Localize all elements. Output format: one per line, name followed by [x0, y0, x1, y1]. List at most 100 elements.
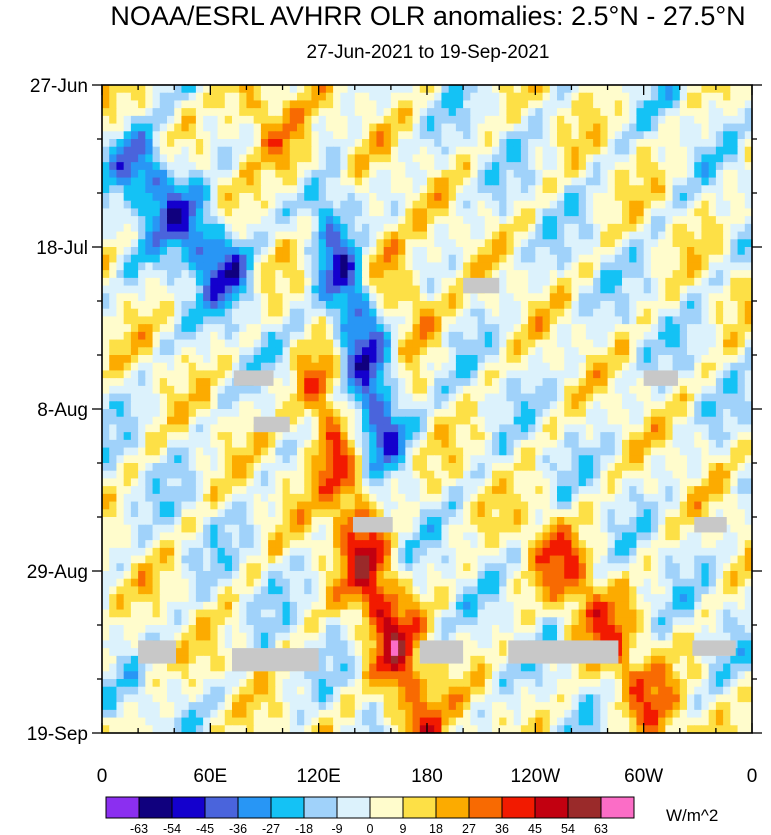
anomaly-cell — [636, 139, 645, 148]
anomaly-cell — [195, 169, 204, 179]
anomaly-cell — [340, 324, 349, 333]
anomaly-cell — [571, 324, 580, 333]
anomaly-cell — [506, 169, 515, 179]
anomaly-cell — [484, 123, 493, 132]
anomaly-cell — [636, 285, 645, 294]
anomaly-cell — [260, 247, 269, 256]
anomaly-cell — [239, 208, 248, 217]
anomaly-cell — [174, 154, 183, 163]
anomaly-cell — [477, 362, 486, 372]
anomaly-cell — [455, 478, 464, 487]
anomaly-cell — [492, 131, 500, 140]
anomaly-cell — [455, 108, 464, 117]
anomaly-cell — [398, 247, 406, 256]
anomaly-cell — [419, 223, 428, 233]
anomaly-cell — [448, 231, 457, 240]
anomaly-cell — [130, 108, 139, 117]
anomaly-cell — [636, 447, 645, 456]
anomaly-cell — [441, 270, 450, 279]
anomaly-cell — [188, 370, 197, 379]
anomaly-cell — [513, 92, 522, 102]
anomaly-cell — [195, 270, 204, 279]
anomaly-cell — [405, 509, 414, 518]
anomaly-cell — [744, 139, 753, 148]
anomaly-cell — [585, 100, 594, 109]
anomaly-cell — [520, 92, 529, 102]
anomaly-cell — [737, 478, 746, 487]
anomaly-cell — [701, 339, 710, 348]
anomaly-cell — [535, 162, 544, 171]
anomaly-cell — [354, 285, 363, 294]
anomaly-cell — [463, 85, 471, 94]
anomaly-cell — [217, 409, 226, 418]
anomaly-cell — [347, 470, 356, 480]
anomaly-cell — [376, 301, 385, 310]
anomaly-cell — [427, 200, 435, 210]
anomaly-cell — [470, 154, 479, 163]
anomaly-cell — [362, 231, 370, 240]
anomaly-cell — [730, 416, 739, 426]
anomaly-cell — [405, 478, 414, 487]
anomaly-cell — [311, 169, 320, 179]
anomaly-cell — [679, 493, 688, 503]
anomaly-cell — [311, 378, 320, 387]
anomaly-cell — [123, 262, 132, 271]
anomaly-cell — [484, 162, 493, 171]
anomaly-cell — [217, 169, 226, 179]
anomaly-cell — [463, 401, 471, 410]
anomaly-cell — [167, 169, 175, 179]
anomaly-cell — [549, 208, 558, 217]
anomaly-cell — [130, 169, 139, 179]
anomaly-cell — [470, 486, 479, 495]
anomaly-cell — [325, 262, 334, 271]
anomaly-cell — [542, 208, 551, 217]
anomaly-cell — [455, 239, 464, 248]
anomaly-cell — [362, 139, 370, 148]
anomaly-cell — [383, 455, 392, 464]
anomaly-cell — [715, 362, 724, 372]
anomaly-cell — [470, 401, 479, 410]
anomaly-cell — [152, 92, 161, 102]
anomaly-cell — [282, 509, 291, 518]
anomaly-cell — [311, 301, 320, 310]
anomaly-cell — [477, 432, 486, 441]
anomaly-cell — [658, 347, 666, 356]
anomaly-cell — [109, 262, 118, 271]
anomaly-cell — [159, 277, 168, 287]
anomaly-cell — [289, 154, 298, 163]
anomaly-cell — [362, 493, 370, 503]
anomaly-cell — [687, 162, 695, 171]
anomaly-cell — [427, 177, 435, 186]
anomaly-cell — [535, 432, 544, 441]
anomaly-cell — [744, 247, 753, 256]
anomaly-cell — [614, 409, 623, 418]
anomaly-cell — [268, 85, 276, 94]
anomaly-cell — [354, 378, 363, 387]
anomaly-cell — [737, 393, 746, 402]
anomaly-cell — [535, 355, 544, 364]
anomaly-cell — [614, 108, 623, 117]
anomaly-cell — [441, 85, 450, 94]
anomaly-cell — [557, 285, 565, 294]
anomaly-cell — [622, 285, 630, 294]
anomaly-cell — [340, 162, 349, 171]
anomaly-cell — [318, 293, 327, 302]
anomaly-cell — [744, 146, 753, 156]
anomaly-cell — [737, 247, 746, 256]
anomaly-cell — [477, 262, 486, 271]
anomaly-cell — [304, 401, 313, 410]
anomaly-cell — [585, 455, 594, 464]
anomaly-cell — [232, 308, 240, 318]
anomaly-cell — [499, 223, 508, 233]
anomaly-cell — [174, 200, 183, 210]
anomaly-cell — [109, 439, 118, 449]
anomaly-cell — [333, 439, 341, 449]
anomaly-cell — [687, 416, 695, 426]
anomaly-cell — [297, 409, 305, 418]
anomaly-cell — [116, 486, 125, 495]
anomaly-cell — [665, 409, 674, 418]
anomaly-cell — [607, 470, 616, 480]
anomaly-cell — [224, 339, 233, 348]
anomaly-cell — [130, 162, 139, 171]
anomaly-cell — [362, 316, 370, 325]
